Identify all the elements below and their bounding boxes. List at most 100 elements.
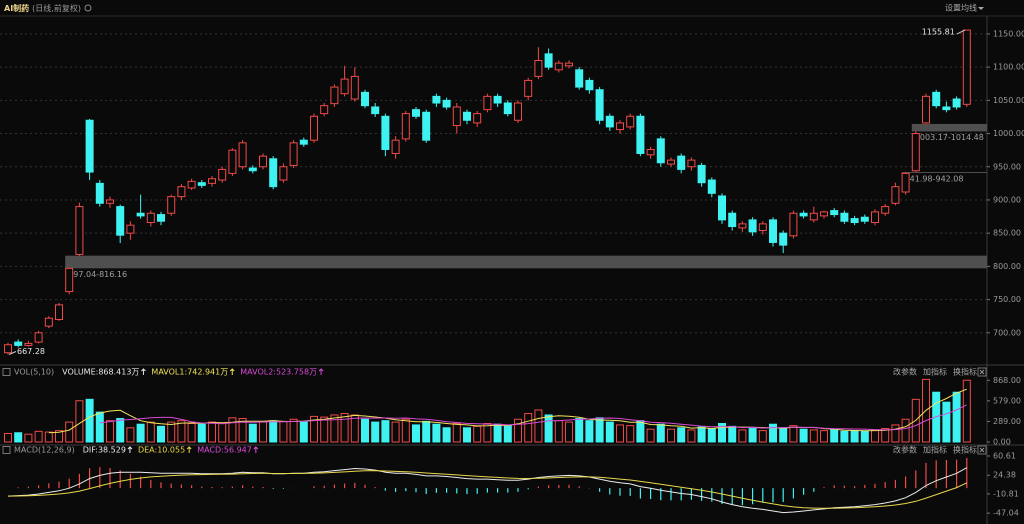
candle-body [146,212,155,224]
candle-body [412,109,420,117]
candle-body [840,212,849,222]
candle-body [126,224,135,234]
volume-bar [891,424,900,443]
candle-body [687,159,696,168]
volume-bar [595,417,604,443]
volume-bar [381,420,390,443]
volume-bar [901,418,910,443]
candle-body [381,115,390,150]
volume-bar [738,429,747,443]
candle-body [106,199,114,204]
volume-bar [697,426,706,443]
close-button[interactable] [977,367,987,377]
candle-body [707,179,716,194]
candle-body [95,182,104,204]
candle-body [493,95,502,104]
y-tick-label: 750.00 [993,295,1021,304]
candle-body [136,212,145,217]
volume-bar [605,421,614,443]
volume-bar [758,430,767,443]
candle-body [310,115,318,141]
volume-bar [442,427,451,443]
candle-body [728,212,737,228]
legend-entry: MAVOL2:523.758万 [240,368,317,377]
volume-bar [55,430,63,443]
candle-body [340,78,349,95]
candle-body [197,182,206,186]
volume-bar [779,427,788,443]
candle-body [269,158,278,188]
candle-body [279,166,288,181]
y-tick-label: 868.00 [993,376,1021,385]
panel-button[interactable]: 加指标 [923,367,947,377]
candle-body [157,214,165,222]
candle-body [656,138,665,164]
chart-title: AI制药 [4,3,29,13]
y-tick-label: 900.00 [993,195,1021,204]
candle-body [65,267,74,293]
panel-button[interactable]: 换指标 [953,445,977,455]
panel-button[interactable]: 改参数 [893,445,917,455]
candle-body [911,133,920,172]
volume-bar [656,423,665,443]
candle-body [860,216,869,222]
close-icon [979,369,985,375]
candle-body [299,139,308,145]
volume-bar [942,401,951,443]
volume-bar [922,378,930,443]
candle-body [391,139,400,154]
volume-bar [626,425,635,443]
candle-body [830,210,839,216]
settings-icon[interactable] [84,4,92,12]
candle-body [44,317,53,327]
help-icon[interactable] [2,368,11,376]
candle-body [809,212,818,221]
volume-bar [187,423,196,443]
volume-bar [707,427,716,443]
panel-button[interactable]: 改参数 [893,367,917,377]
candle-body [248,167,257,172]
menu-button[interactable]: 设置均线 [945,3,977,13]
candle-body [75,206,84,255]
low-pointer [8,351,17,355]
volume-bar [575,418,584,443]
candle-body [616,122,624,131]
candle-body [401,113,410,140]
volume-bar [391,421,400,443]
help-icon[interactable] [2,446,11,454]
candle-body [758,223,767,232]
y-tick-label: 579.00 [993,396,1021,405]
volume-bar [463,427,471,443]
volume-bar [146,421,155,443]
volume-bar [565,421,573,443]
volume-bar [401,418,410,443]
candle-body [350,75,359,100]
volume-bar [534,409,543,443]
candle-body [942,106,951,111]
volume-bar [544,414,553,443]
volume-bar [320,416,329,443]
candle-body [575,69,584,88]
candle-body [626,115,635,128]
candle-body [605,115,614,128]
panel-button[interactable]: 加指标 [923,445,947,455]
candle-body [432,95,441,104]
volume-bar [840,430,849,443]
candle-body [452,106,461,127]
candle-body [779,232,788,246]
panel-button[interactable]: 换指标 [953,367,977,377]
y-tick-label: 800.00 [993,262,1021,271]
volume-bar [728,425,737,443]
menu-caret [978,7,984,10]
low-label: 667.28 [17,347,45,356]
legend-entry: MAVOL1:742.941万 [151,368,228,377]
volume-bar [310,415,318,443]
candle-body [932,91,941,107]
candle-body [442,99,451,108]
candle-body [218,168,227,181]
volume-bar [452,423,461,443]
close-button[interactable] [977,445,987,455]
volume-bar [106,420,114,443]
volume-bar [289,418,298,443]
legend-entry: DIF:38.529 [83,446,126,455]
